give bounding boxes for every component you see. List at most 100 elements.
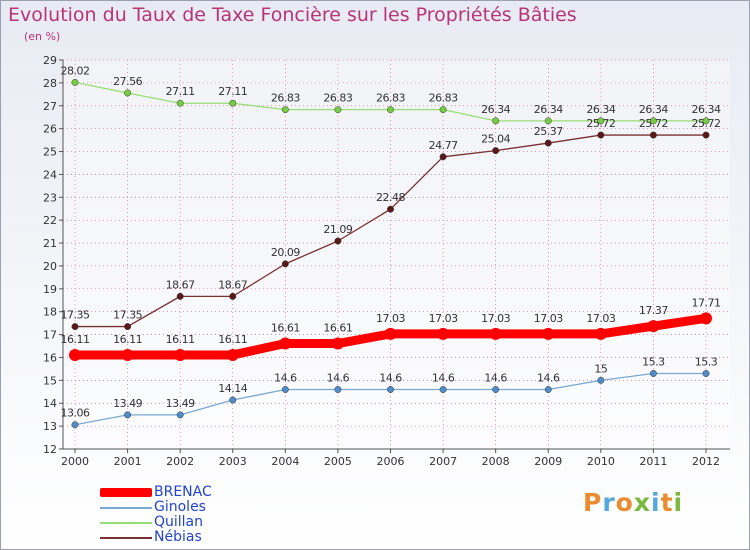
data-point-brenac — [489, 327, 502, 340]
y-tick-label: 13 — [43, 420, 57, 433]
data-point-ginoles — [597, 376, 605, 384]
data-label-brenac: 17.03 — [481, 312, 510, 325]
legend-label-quillan: Quillan — [154, 514, 204, 530]
data-point-ginoles — [649, 370, 657, 377]
data-point-quillan — [124, 89, 132, 97]
data-point-brenac — [226, 348, 239, 361]
y-tick-label: 26 — [43, 123, 57, 136]
y-tick-label: 15 — [43, 374, 57, 387]
x-tick-label: 2012 — [692, 455, 720, 468]
data-point-quillan — [544, 117, 552, 125]
data-point-quillan — [387, 106, 394, 114]
x-tick-label: 2007 — [429, 455, 457, 468]
legend-item-nebias: Nébias — [100, 530, 212, 545]
logo-letter: i — [673, 488, 684, 517]
data-point-ginoles — [229, 396, 237, 404]
legend-swatch-ginoles — [100, 506, 152, 509]
data-point-ginoles — [544, 386, 552, 393]
legend: BRENAC Ginoles Quillan Nébias — [100, 485, 212, 545]
data-label-nebias: 25.37 — [534, 125, 563, 138]
logo-letter: x — [633, 488, 651, 517]
data-label-quillan: 26.83 — [323, 92, 352, 105]
data-point-nebias — [334, 237, 342, 245]
y-tick-label: 14 — [43, 397, 57, 410]
data-label-quillan: 26.34 — [586, 103, 615, 116]
legend-label-ginoles: Ginoles — [154, 499, 206, 515]
legend-swatch-nebias — [100, 536, 152, 539]
data-point-quillan — [229, 99, 237, 107]
plot-area — [63, 60, 730, 449]
x-tick-label: 2006 — [377, 455, 405, 468]
legend-swatch-brenac — [100, 488, 152, 497]
data-point-brenac — [700, 312, 712, 325]
data-label-ginoles: 14.6 — [537, 372, 560, 385]
data-point-nebias — [649, 131, 657, 139]
data-label-ginoles: 14.6 — [484, 372, 507, 385]
y-tick-label: 20 — [43, 260, 57, 273]
data-label-nebias: 18.67 — [218, 278, 247, 291]
x-tick-label: 2002 — [166, 455, 194, 468]
data-label-quillan: 27.11 — [218, 85, 247, 98]
y-tick-label: 17 — [43, 329, 57, 342]
data-label-nebias: 20.09 — [271, 246, 300, 259]
y-tick-label: 23 — [43, 191, 57, 204]
x-tick-label: 2008 — [482, 455, 510, 468]
data-label-brenac: 17.37 — [639, 304, 668, 317]
logo-letter: o — [615, 488, 634, 517]
data-label-quillan: 26.34 — [481, 103, 510, 116]
data-point-brenac — [542, 327, 555, 340]
legend-item-brenac: BRENAC — [100, 485, 212, 500]
x-tick-label: 2001 — [114, 455, 142, 468]
data-label-quillan: 26.34 — [692, 103, 721, 116]
data-label-brenac: 16.11 — [166, 333, 195, 346]
legend-label-brenac: BRENAC — [154, 484, 212, 500]
data-point-nebias — [439, 153, 447, 161]
data-label-quillan: 28.02 — [61, 64, 90, 77]
data-point-ginoles — [492, 386, 500, 393]
proxiti-logo: Proxiti — [583, 488, 683, 517]
data-point-nebias — [229, 292, 237, 300]
data-point-ginoles — [71, 421, 79, 429]
data-point-nebias — [176, 292, 184, 300]
y-tick-label: 21 — [43, 237, 57, 250]
data-label-nebias: 22.48 — [376, 191, 405, 204]
data-label-ginoles: 14.6 — [327, 372, 350, 385]
data-point-ginoles — [387, 386, 394, 393]
data-label-quillan: 26.83 — [376, 92, 405, 105]
data-label-ginoles: 13.06 — [61, 407, 90, 420]
data-point-ginoles — [124, 411, 132, 419]
data-label-nebias: 21.09 — [323, 223, 352, 236]
data-point-quillan — [334, 106, 342, 114]
data-point-brenac — [174, 348, 187, 361]
legend-item-quillan: Quillan — [100, 515, 212, 530]
data-label-nebias: 24.77 — [429, 139, 458, 152]
data-point-brenac — [594, 327, 607, 340]
x-tick-label: 2009 — [534, 455, 562, 468]
data-label-ginoles: 14.14 — [218, 382, 247, 395]
data-label-nebias: 25.04 — [481, 133, 510, 146]
data-label-nebias: 18.67 — [166, 278, 195, 291]
data-point-quillan — [439, 106, 447, 114]
data-point-ginoles — [439, 386, 447, 393]
data-label-brenac: 16.11 — [218, 333, 247, 346]
y-tick-label: 22 — [43, 214, 57, 227]
data-label-nebias: 17.35 — [113, 309, 142, 322]
data-label-brenac: 17.03 — [534, 312, 563, 325]
data-point-nebias — [124, 323, 132, 331]
chart-title: Evolution du Taux de Taxe Foncière sur l… — [8, 4, 577, 26]
data-point-nebias — [702, 131, 710, 139]
data-label-ginoles: 13.49 — [113, 397, 142, 410]
logo-letter: P — [583, 488, 603, 517]
data-label-brenac: 17.03 — [376, 312, 405, 325]
data-point-brenac — [384, 327, 397, 340]
data-label-ginoles: 15 — [594, 362, 607, 375]
data-point-brenac — [279, 337, 292, 350]
data-point-quillan — [649, 117, 657, 125]
y-tick-label: 16 — [43, 351, 57, 364]
data-label-brenac: 17.71 — [692, 296, 721, 309]
data-label-ginoles: 15.3 — [695, 355, 718, 368]
y-tick-label: 29 — [43, 54, 57, 67]
data-label-quillan: 26.34 — [639, 103, 668, 116]
